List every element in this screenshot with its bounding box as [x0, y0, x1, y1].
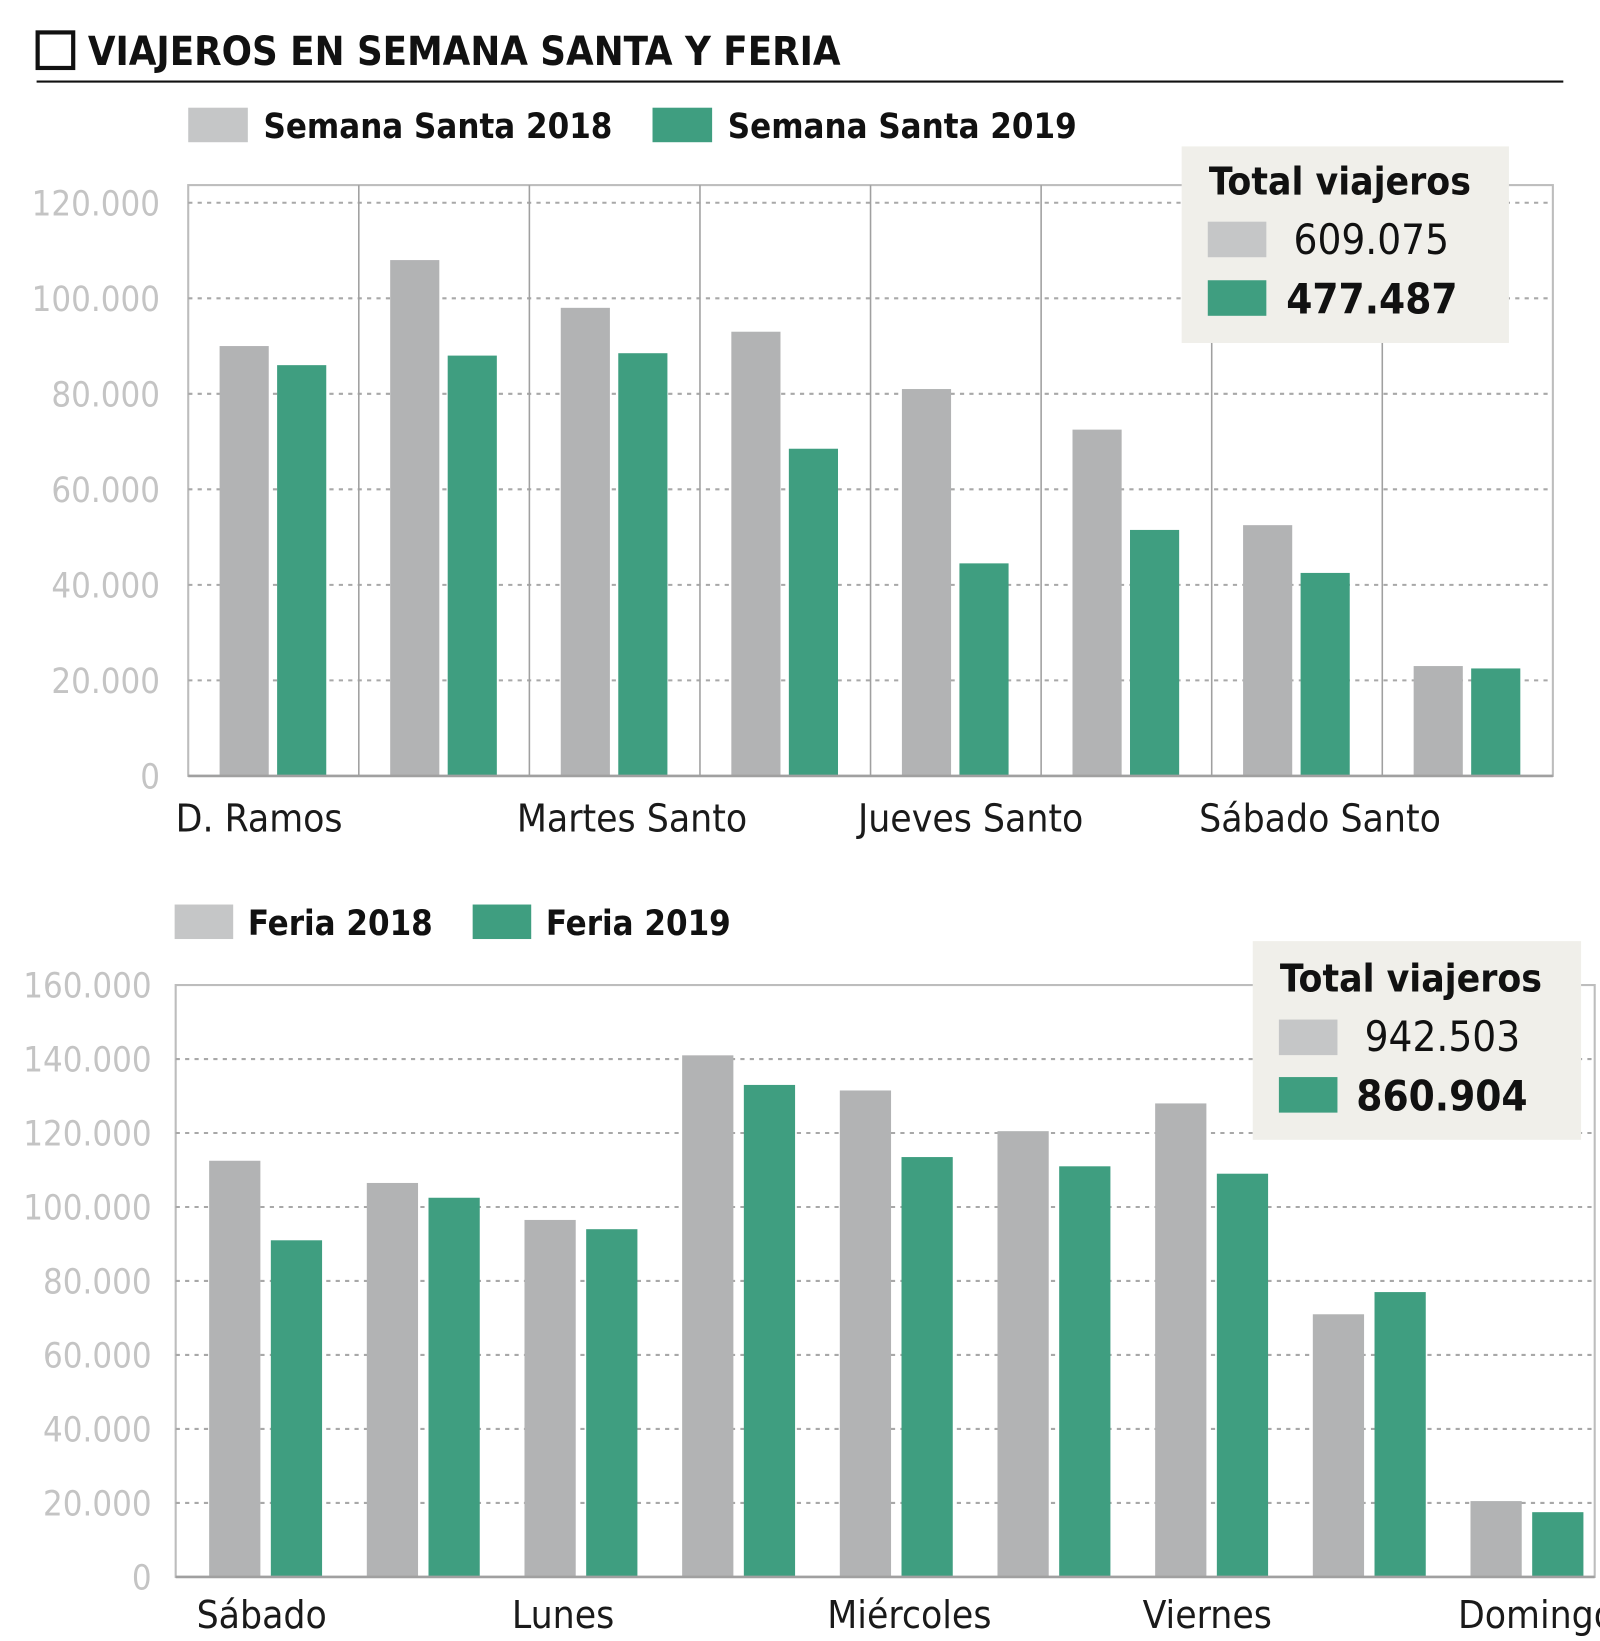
- total-2019: 477.487: [1286, 275, 1457, 324]
- bar-2019: [586, 1229, 638, 1577]
- total-2018: 609.075: [1294, 215, 1450, 264]
- bar-2019: [618, 353, 668, 776]
- x-category-label: Lunes: [512, 1593, 614, 1638]
- y-tick-label: 120.000: [23, 1115, 151, 1155]
- legend-swatch-2019: [652, 107, 713, 143]
- total-feria-2019: 860.904: [1356, 1072, 1527, 1121]
- bar-2019: [743, 1084, 796, 1577]
- bar-2019: [447, 355, 497, 776]
- bar-2018: [366, 1182, 419, 1577]
- legend-swatch-2018: [188, 107, 248, 143]
- x-category-label: Sábado Santo: [1199, 796, 1441, 841]
- bar-2019: [277, 365, 327, 776]
- x-category-label: Domingo: [1458, 1593, 1600, 1638]
- bar-2018: [524, 1219, 576, 1577]
- title-square-icon: [35, 30, 76, 71]
- bar-2019: [1216, 1173, 1269, 1577]
- bar-2019: [1532, 1512, 1584, 1577]
- y-tick-label: 40.000: [51, 566, 160, 606]
- bar-2019: [270, 1240, 323, 1577]
- chart-title: VIAJEROS EN SEMANA SANTA Y FERIA: [88, 29, 841, 75]
- y-tick-label: 60.000: [51, 471, 160, 511]
- x-category-label: Miércoles: [827, 1593, 991, 1638]
- legend-label-2019: Semana Santa 2019: [728, 107, 1077, 147]
- x-category-label: D. Ramos: [176, 796, 343, 841]
- bar-2018: [997, 1131, 1049, 1577]
- y-tick-label: 160.000: [23, 967, 151, 1007]
- x-category-label: Martes Santo: [517, 796, 747, 841]
- legend-label-feria-2019: Feria 2019: [546, 904, 731, 944]
- x-category-label: Viernes: [1143, 1593, 1272, 1638]
- legend-swatch-feria-2019: [472, 904, 532, 940]
- bar-2018: [1155, 1103, 1207, 1577]
- y-tick-label: 140.000: [23, 1041, 151, 1081]
- x-category-label: Sábado: [197, 1593, 327, 1638]
- total-feria-2018: 942.503: [1365, 1012, 1521, 1061]
- bar-2018: [560, 307, 610, 776]
- bar-2019: [1300, 572, 1350, 776]
- legend-label-2018: Semana Santa 2018: [264, 107, 613, 147]
- bar-2019: [901, 1157, 953, 1577]
- y-tick-label: 120.000: [32, 184, 160, 224]
- y-tick-label: 80.000: [51, 375, 160, 415]
- legend-swatch-feria-2018: [174, 904, 234, 940]
- bar-2019: [1130, 529, 1180, 776]
- totals-title-feria: Total viajeros: [1280, 956, 1542, 1001]
- bar-2018: [682, 1055, 734, 1577]
- totals-swatch-feria-2018: [1278, 1019, 1338, 1056]
- y-tick-label: 100.000: [32, 280, 160, 320]
- bar-2018: [1413, 666, 1463, 776]
- y-tick-label: 100.000: [23, 1189, 151, 1229]
- bar-2018: [901, 389, 952, 776]
- bar-2018: [219, 346, 269, 776]
- bar-2019: [1059, 1166, 1111, 1577]
- bar-2019: [1471, 668, 1521, 776]
- bar-2018: [390, 260, 440, 776]
- totals-swatch-2019: [1207, 280, 1267, 316]
- y-tick-label: 0: [140, 757, 160, 797]
- totals-title: Total viajeros: [1209, 160, 1471, 205]
- bar-2019: [959, 563, 1009, 776]
- bar-2018: [1312, 1314, 1365, 1577]
- y-tick-label: 0: [132, 1558, 152, 1598]
- x-category-label: Jueves Santo: [856, 796, 1083, 841]
- bar-2018: [1072, 429, 1122, 776]
- y-tick-label: 20.000: [51, 662, 160, 702]
- y-tick-label: 40.000: [43, 1410, 152, 1450]
- bar-2018: [731, 331, 781, 776]
- y-tick-label: 20.000: [43, 1484, 152, 1524]
- y-tick-label: 80.000: [43, 1263, 152, 1303]
- bar-2018: [1470, 1501, 1522, 1577]
- legend-label-feria-2018: Feria 2018: [248, 904, 433, 944]
- y-tick-label: 60.000: [43, 1337, 152, 1377]
- bar-2019: [428, 1197, 480, 1577]
- totals-swatch-feria-2019: [1278, 1077, 1338, 1113]
- bar-2018: [209, 1160, 261, 1577]
- bar-2018: [839, 1090, 892, 1577]
- bar-2019: [1374, 1292, 1426, 1577]
- bar-2018: [1243, 525, 1293, 776]
- totals-swatch-2018: [1207, 221, 1267, 258]
- bar-2019: [788, 448, 838, 776]
